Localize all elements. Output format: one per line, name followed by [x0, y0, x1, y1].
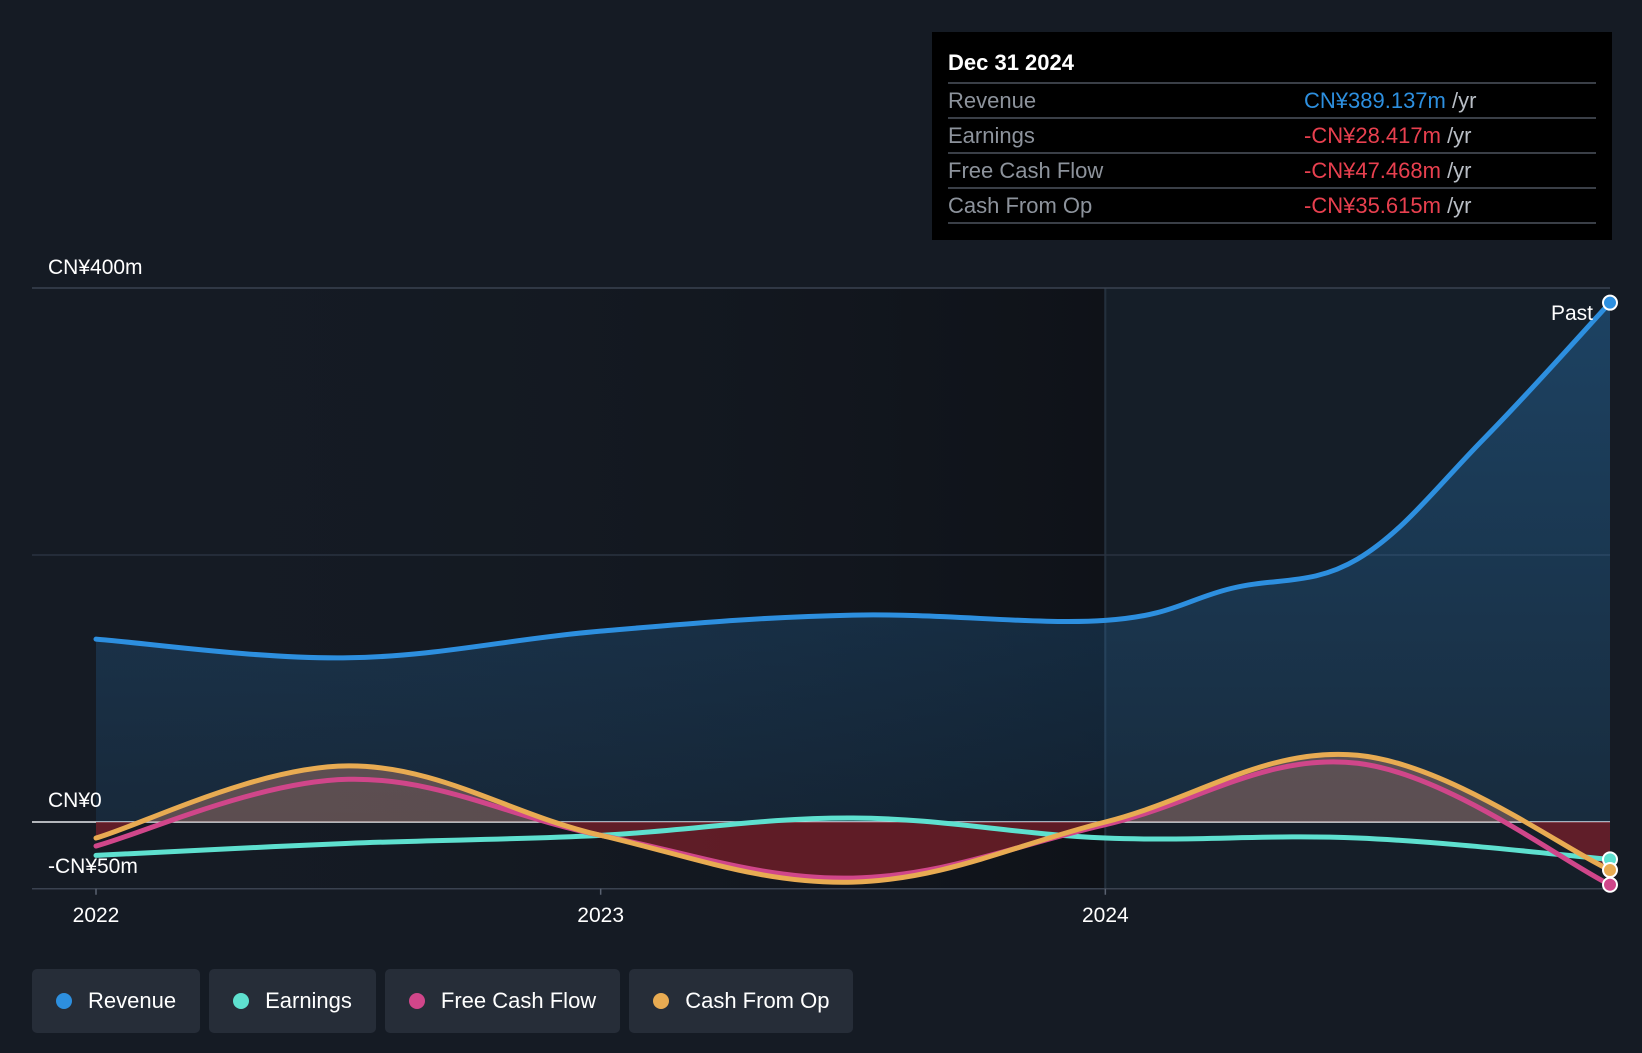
x-tick-label: 2023 — [577, 904, 624, 927]
tooltip-label: Free Cash Flow — [948, 158, 1104, 183]
legend-label: Earnings — [265, 988, 352, 1013]
cash-positive-area — [96, 754, 1610, 822]
x-tick-label: 2024 — [1082, 904, 1129, 927]
tooltip-label: Revenue — [948, 88, 1037, 113]
series-lines-layer — [93, 300, 1613, 888]
series-line-earnings — [93, 815, 1613, 862]
end-markers-layer — [1602, 294, 1618, 893]
legend-item-revenue[interactable]: Revenue — [32, 969, 201, 1033]
end-marker-revenue — [1602, 294, 1618, 311]
tooltip-date: Dec 31 2024 — [948, 46, 1596, 84]
tooltip-unit: /yr — [1440, 158, 1472, 183]
tooltip-value: -CN¥47.468m /yr — [1304, 154, 1472, 187]
legend-label: Free Cash Flow — [440, 988, 597, 1013]
legend-dot-icon — [233, 993, 250, 1009]
legend-dot-icon — [56, 993, 72, 1009]
tooltip-row-cash-from-op: Cash From Op -CN¥35.615m /yr — [948, 189, 1596, 224]
tooltip-label: Cash From Op — [948, 193, 1093, 218]
tooltip-unit: /yr — [1440, 123, 1472, 148]
tooltip-value-number: -CN¥35.615m — [1304, 193, 1441, 218]
y-axis-label: CN¥0 — [48, 789, 102, 812]
tooltip-value: -CN¥28.417m /yr — [1304, 119, 1472, 152]
tooltip-row-earnings: Earnings -CN¥28.417m /yr — [948, 119, 1596, 154]
end-marker-cash-from-op — [1602, 862, 1618, 879]
series-line-free-cash-flow — [93, 759, 1613, 888]
tooltip-value-number: -CN¥47.468m — [1304, 158, 1441, 183]
cash-negative-area — [96, 822, 1610, 883]
tooltip-value: -CN¥35.615m /yr — [1304, 189, 1472, 222]
tooltip-row-revenue: Revenue CN¥389.137m /yr — [948, 84, 1596, 119]
legend-item-free-cash-flow[interactable]: Free Cash Flow — [384, 969, 621, 1033]
tooltip-value-number: -CN¥28.417m — [1304, 123, 1441, 148]
y-axis-label: CN¥400m — [48, 256, 143, 279]
past-label: Past — [1551, 302, 1593, 325]
tooltip-row-free-cash-flow: Free Cash Flow -CN¥47.468m /yr — [948, 154, 1596, 189]
series-line-cash-from-op — [93, 751, 1613, 885]
y-axis-label: -CN¥50m — [48, 855, 138, 878]
legend-item-cash-from-op[interactable]: Cash From Op — [629, 969, 854, 1033]
legend-dot-icon — [408, 993, 425, 1009]
series-line-revenue — [93, 300, 1613, 661]
data-tooltip: Dec 31 2024 Revenue CN¥389.137m /yr Earn… — [932, 32, 1612, 240]
tooltip-label: Earnings — [948, 123, 1035, 148]
legend-dot-icon — [653, 993, 670, 1009]
axis-labels-layer: CN¥400m CN¥0 -CN¥50m 2022 2023 2024 Past — [48, 256, 1593, 927]
x-tick-label: 2022 — [73, 904, 120, 927]
chart-legend: Revenue Earnings Free Cash Flow Cash Fro… — [32, 969, 854, 1033]
tooltip-value-number: CN¥389.137m — [1304, 88, 1446, 113]
tooltip-value: CN¥389.137m /yr — [1304, 84, 1476, 117]
end-marker-free-cash-flow — [1602, 876, 1618, 893]
legend-item-earnings[interactable]: Earnings — [209, 969, 376, 1033]
fill-layer — [96, 302, 1610, 883]
legend-label: Cash From Op — [685, 988, 830, 1013]
tooltip-unit: /yr — [1440, 193, 1472, 218]
tooltip-unit: /yr — [1445, 88, 1477, 113]
legend-label: Revenue — [88, 988, 177, 1013]
revenue-area — [96, 302, 1610, 822]
